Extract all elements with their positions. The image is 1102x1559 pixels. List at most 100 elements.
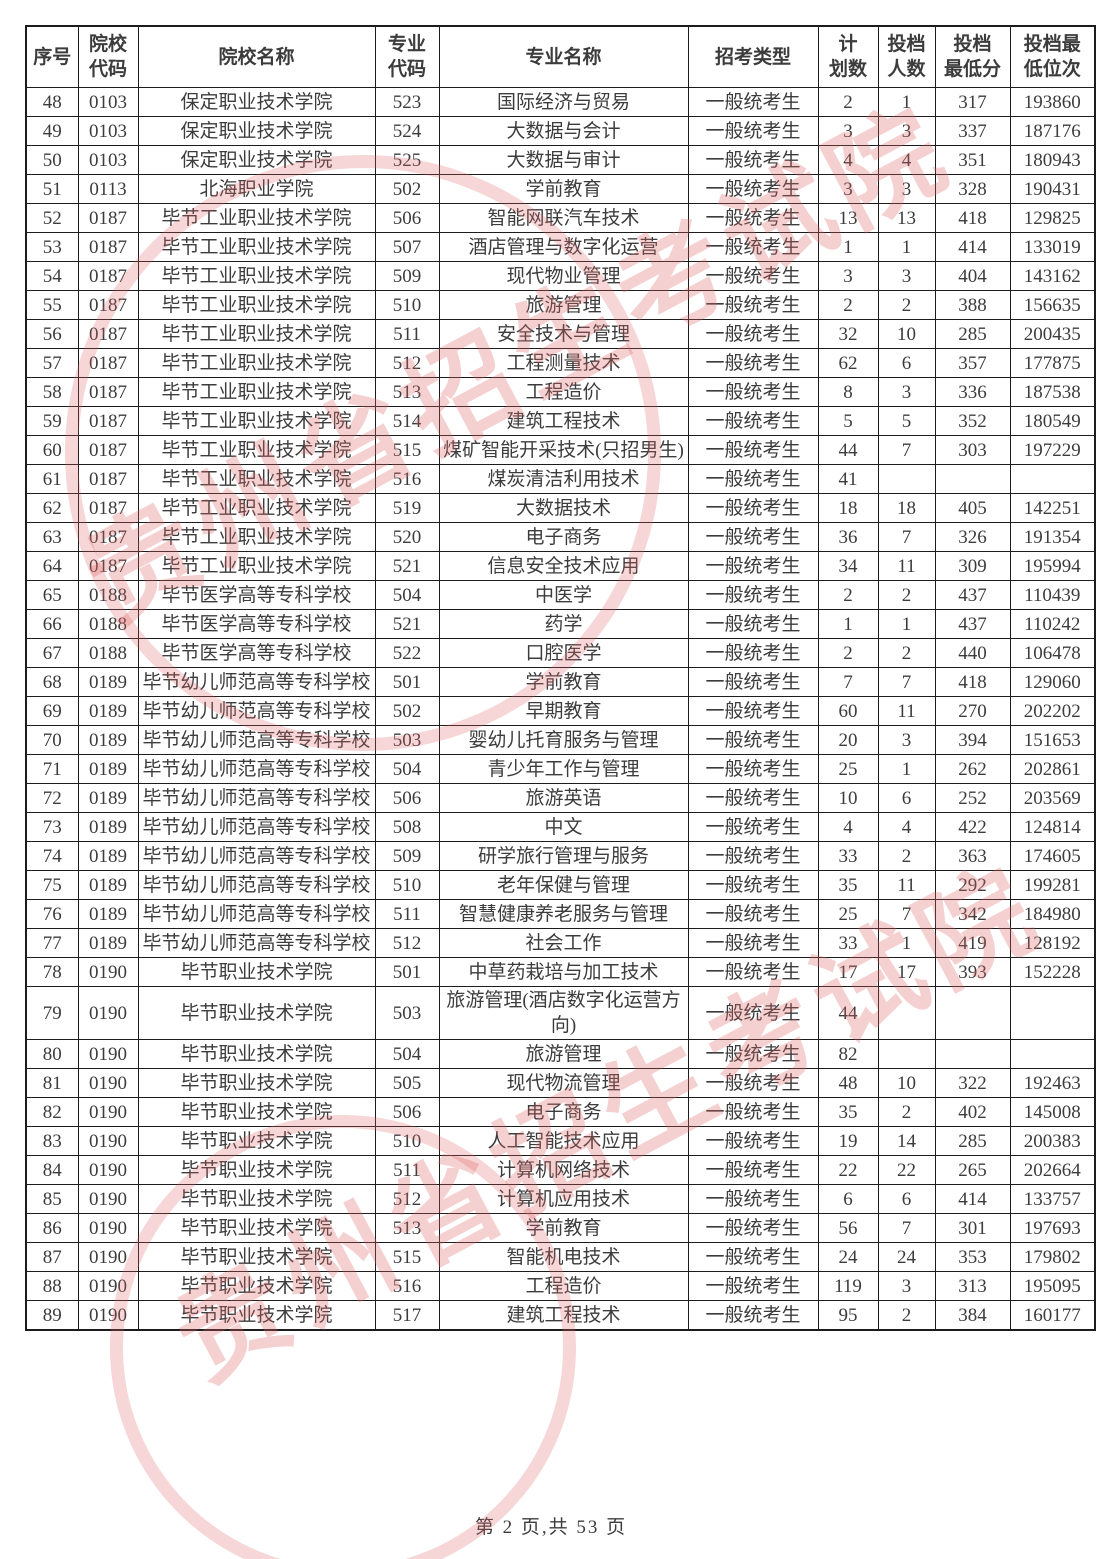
cell-plan-count: 60: [817, 696, 879, 726]
cell-major-code: 510: [374, 290, 440, 320]
cell-major-code: 503: [374, 725, 440, 755]
cell-min-score: 404: [934, 261, 1011, 291]
table-row: 71 0189 毕节幼儿师范高等专科学校 504 青少年工作与管理 一般统考生 25 1 262…: [25, 754, 1096, 784]
cell-major-name: 酒店管理与数字化运营: [438, 232, 689, 262]
cell-plan-count: 56: [817, 1213, 879, 1243]
table-row: 53 0187 毕节工业职业技术学院 507 酒店管理与数字化运营 一般统考生 1 1 414 1…: [25, 232, 1096, 262]
cell-min-score: 336: [934, 377, 1011, 407]
cell-major-name: 中草药栽培与加工技术: [438, 957, 689, 987]
cell-filed-count: 10: [877, 1068, 936, 1098]
cell-major-code: 520: [374, 522, 440, 552]
cell-college-name: 毕节职业技术学院: [137, 986, 376, 1040]
cell-min-rank: 124814: [1009, 812, 1096, 842]
cell-major-name: 旅游管理: [438, 290, 689, 320]
cell-min-rank: 179802: [1009, 1242, 1096, 1272]
table-row: 56 0187 毕节工业职业技术学院 511 安全技术与管理 一般统考生 32 10 285 20…: [25, 319, 1096, 349]
cell-plan-count: 35: [817, 1097, 879, 1127]
cell-min-rank: 190431: [1009, 174, 1096, 204]
table-row: 89 0190 毕节职业技术学院 517 建筑工程技术 一般统考生 95 2 384 160177: [25, 1300, 1096, 1331]
cell-college-name: 毕节工业职业技术学院: [137, 348, 376, 378]
cell-min-rank: 174605: [1009, 841, 1096, 871]
cell-min-score: 292: [934, 870, 1011, 900]
cell-exam-type: 一般统考生: [687, 754, 819, 784]
table-row: 60 0187 毕节工业职业技术学院 515 煤矿智能开采技术(只招男生) 一般统考生 44…: [25, 435, 1096, 465]
table-row: 59 0187 毕节工业职业技术学院 514 建筑工程技术 一般统考生 5 5 352 18054…: [25, 406, 1096, 436]
cell-exam-type: 一般统考生: [687, 464, 819, 494]
cell-college-code: 0187: [77, 232, 139, 262]
cell-college-name: 毕节工业职业技术学院: [137, 493, 376, 523]
cell-exam-type: 一般统考生: [687, 783, 819, 813]
admissions-table: 序号 院校 代码 院校名称 专业 代码 专业名称 招考类型计 划数 投档 人数 投档 最低分投…: [25, 25, 1096, 1331]
cell-min-rank: 128192: [1009, 928, 1096, 958]
table-row: 88 0190 毕节职业技术学院 516 工程造价 一般统考生 119 3 313 195095: [25, 1271, 1096, 1301]
cell-seq: 84: [25, 1155, 79, 1185]
table-row: 76 0189 毕节幼儿师范高等专科学校 511 智慧健康养老服务与管理 一般统考生 25 7…: [25, 899, 1096, 929]
cell-min-score: 394: [934, 725, 1011, 755]
cell-major-code: 514: [374, 406, 440, 436]
column-header-college-code: 院校 代码: [77, 25, 139, 88]
cell-exam-type: 一般统考生: [687, 1155, 819, 1185]
cell-plan-count: 119: [817, 1271, 879, 1301]
cell-seq: 56: [25, 319, 79, 349]
cell-min-score: 437: [934, 609, 1011, 639]
table-row: 49 0103 保定职业技术学院 524 大数据与会计 一般统考生 3 3 337 187176: [25, 116, 1096, 146]
cell-filed-count: 1: [877, 609, 936, 639]
table-row: 68 0189 毕节幼儿师范高等专科学校 501 学前教育 一般统考生 7 7 418 12906…: [25, 667, 1096, 697]
cell-filed-count: 5: [877, 406, 936, 436]
cell-plan-count: 10: [817, 783, 879, 813]
cell-major-name: 安全技术与管理: [438, 319, 689, 349]
cell-major-name: 学前教育: [438, 1213, 689, 1243]
cell-plan-count: 7: [817, 667, 879, 697]
cell-college-code: 0188: [77, 638, 139, 668]
table-row: 74 0189 毕节幼儿师范高等专科学校 509 研学旅行管理与服务 一般统考生 33 2 36…: [25, 841, 1096, 871]
cell-plan-count: 33: [817, 928, 879, 958]
cell-min-score: [934, 986, 1011, 1040]
cell-seq: 65: [25, 580, 79, 610]
table-body: 48 0103 保定职业技术学院 523 国际经济与贸易 一般统考生 2 1 317 193860…: [25, 87, 1096, 1331]
table-row: 52 0187 毕节工业职业技术学院 506 智能网联汽车技术 一般统考生 13 13 418 1…: [25, 203, 1096, 233]
cell-major-code: 508: [374, 812, 440, 842]
cell-seq: 83: [25, 1126, 79, 1156]
cell-college-code: 0187: [77, 551, 139, 581]
cell-min-rank: 177875: [1009, 348, 1096, 378]
table-row: 80 0190 毕节职业技术学院 504 旅游管理 一般统考生 82: [25, 1039, 1096, 1069]
cell-college-name: 毕节职业技术学院: [137, 1242, 376, 1272]
cell-plan-count: 95: [817, 1300, 879, 1331]
cell-filed-count: 10: [877, 319, 936, 349]
cell-plan-count: 32: [817, 319, 879, 349]
cell-filed-count: 2: [877, 290, 936, 320]
cell-major-code: 522: [374, 638, 440, 668]
page-footer: 第 2 页,共 53 页: [474, 1517, 628, 1538]
cell-filed-count: 6: [877, 348, 936, 378]
cell-min-rank: [1009, 986, 1096, 1040]
cell-college-name: 毕节医学高等专科学校: [137, 638, 376, 668]
cell-college-code: 0189: [77, 754, 139, 784]
cell-filed-count: 11: [877, 696, 936, 726]
cell-exam-type: 一般统考生: [687, 1242, 819, 1272]
cell-seq: 60: [25, 435, 79, 465]
cell-min-score: 328: [934, 174, 1011, 204]
cell-min-score: 419: [934, 928, 1011, 958]
cell-major-code: 511: [374, 899, 440, 929]
cell-seq: 71: [25, 754, 79, 784]
cell-college-name: 毕节工业职业技术学院: [137, 435, 376, 465]
cell-min-score: 285: [934, 319, 1011, 349]
cell-seq: 49: [25, 116, 79, 146]
cell-seq: 75: [25, 870, 79, 900]
cell-college-name: 毕节工业职业技术学院: [137, 522, 376, 552]
cell-min-score: 342: [934, 899, 1011, 929]
cell-plan-count: 24: [817, 1242, 879, 1272]
cell-seq: 68: [25, 667, 79, 697]
cell-major-name: 大数据与会计: [438, 116, 689, 146]
cell-min-score: 418: [934, 203, 1011, 233]
cell-major-code: 501: [374, 667, 440, 697]
cell-min-rank: [1009, 464, 1096, 494]
cell-college-code: 0190: [77, 1126, 139, 1156]
cell-seq: 72: [25, 783, 79, 813]
cell-major-code: 507: [374, 232, 440, 262]
cell-major-code: 506: [374, 203, 440, 233]
cell-exam-type: 一般统考生: [687, 377, 819, 407]
cell-college-code: 0190: [77, 1300, 139, 1331]
cell-min-rank: 133757: [1009, 1184, 1096, 1214]
cell-college-code: 0189: [77, 783, 139, 813]
